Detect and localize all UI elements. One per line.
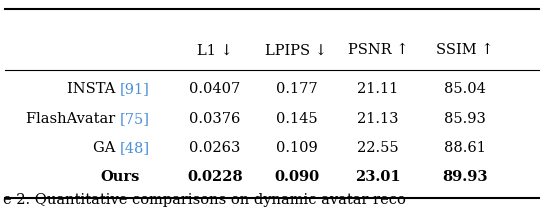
Text: 89.93: 89.93 — [442, 171, 488, 184]
Text: INSTA: INSTA — [67, 82, 120, 96]
Text: [48]: [48] — [120, 141, 150, 155]
Text: Ours: Ours — [100, 171, 139, 184]
Text: GA: GA — [92, 141, 120, 155]
Text: 85.93: 85.93 — [444, 112, 486, 126]
Text: 0.177: 0.177 — [276, 82, 317, 96]
Text: LPIPS ↓: LPIPS ↓ — [265, 43, 327, 57]
Text: 0.0263: 0.0263 — [189, 141, 240, 155]
Text: FlashAvatar: FlashAvatar — [26, 112, 120, 126]
Text: 0.109: 0.109 — [276, 141, 317, 155]
Text: 0.090: 0.090 — [274, 171, 319, 184]
Text: 0.0228: 0.0228 — [187, 171, 243, 184]
Text: 85.04: 85.04 — [444, 82, 486, 96]
Text: [75]: [75] — [120, 112, 150, 126]
Text: L1 ↓: L1 ↓ — [197, 43, 233, 57]
Text: 21.13: 21.13 — [357, 112, 399, 126]
Text: 21.11: 21.11 — [357, 82, 399, 96]
Text: [91]: [91] — [120, 82, 150, 96]
Text: 23.01: 23.01 — [355, 171, 401, 184]
Text: 0.145: 0.145 — [276, 112, 317, 126]
Text: SSIM ↑: SSIM ↑ — [436, 43, 494, 57]
Text: 0.0376: 0.0376 — [189, 112, 240, 126]
Text: PSNR ↑: PSNR ↑ — [348, 43, 409, 57]
Text: 88.61: 88.61 — [444, 141, 486, 155]
Text: 0.0407: 0.0407 — [189, 82, 240, 96]
Text: e 2. Quantitative comparisons on dynamic avatar reco: e 2. Quantitative comparisons on dynamic… — [3, 193, 406, 207]
Text: 22.55: 22.55 — [357, 141, 399, 155]
